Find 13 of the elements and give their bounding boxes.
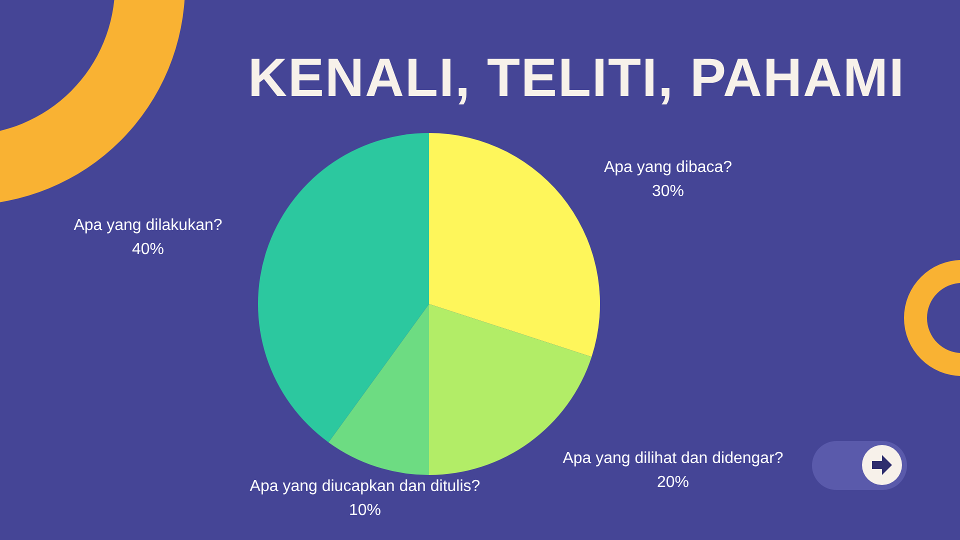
slice-label: Apa yang diucapkan dan ditulis? bbox=[250, 478, 480, 495]
chart-title: KENALI, TELITI, PAHAMI bbox=[248, 48, 905, 108]
slice-label: Apa yang dibaca? bbox=[604, 159, 732, 176]
slice-label: Apa yang dilihat dan didengar? bbox=[562, 450, 784, 467]
data-label: 30% bbox=[652, 183, 684, 200]
pie-slice bbox=[429, 133, 600, 357]
pie-slice bbox=[328, 304, 429, 475]
data-label: 20% bbox=[656, 474, 690, 491]
pie-slice bbox=[258, 133, 429, 442]
slice-label: Apa yang dilakukan? bbox=[74, 217, 222, 234]
pie-slice bbox=[429, 304, 592, 475]
data-label: 40% bbox=[132, 241, 164, 258]
data-label: 10% bbox=[348, 502, 382, 519]
